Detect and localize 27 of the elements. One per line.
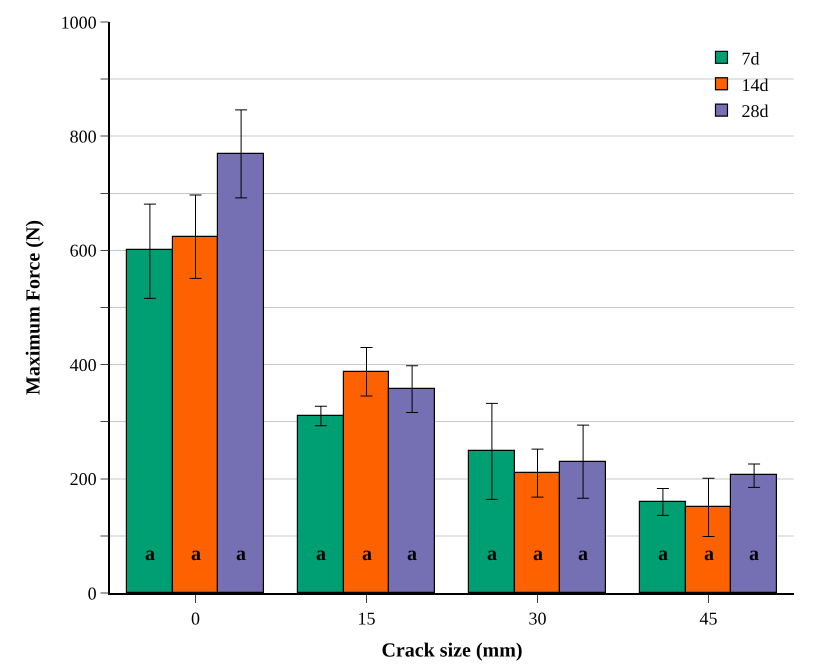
x-axis-title: Crack size (mm) bbox=[381, 639, 523, 662]
annotation: a bbox=[316, 543, 326, 565]
x-tick-label: 0 bbox=[191, 608, 200, 628]
y-tick-label: 1000 bbox=[60, 12, 97, 32]
annotation: a bbox=[704, 543, 714, 565]
y-tick-label: 600 bbox=[70, 240, 97, 261]
annotation: a bbox=[578, 543, 588, 565]
x-tick-label: 45 bbox=[700, 608, 718, 628]
annotation: a bbox=[749, 543, 759, 565]
annotation: a bbox=[145, 543, 155, 565]
annotation: a bbox=[191, 543, 201, 565]
annotation: a bbox=[407, 543, 417, 565]
x-tick-label: 15 bbox=[358, 608, 376, 628]
x-tick-label: 30 bbox=[528, 608, 546, 628]
legend-label: 7d bbox=[741, 48, 760, 68]
y-tick-label: 800 bbox=[70, 126, 97, 146]
y-tick-label: 200 bbox=[70, 469, 97, 490]
legend-label: 14d bbox=[741, 74, 768, 95]
annotation: a bbox=[487, 543, 497, 565]
legend-label: 28d bbox=[741, 101, 768, 122]
y-tick-label: 400 bbox=[70, 354, 97, 375]
annotation: a bbox=[362, 543, 372, 565]
annotation: a bbox=[533, 543, 543, 565]
annotation: a bbox=[236, 543, 246, 565]
y-tick-label: 0 bbox=[88, 583, 97, 604]
annotation: a bbox=[658, 543, 668, 565]
y-axis-title: Maximum Force (N) bbox=[22, 220, 45, 396]
